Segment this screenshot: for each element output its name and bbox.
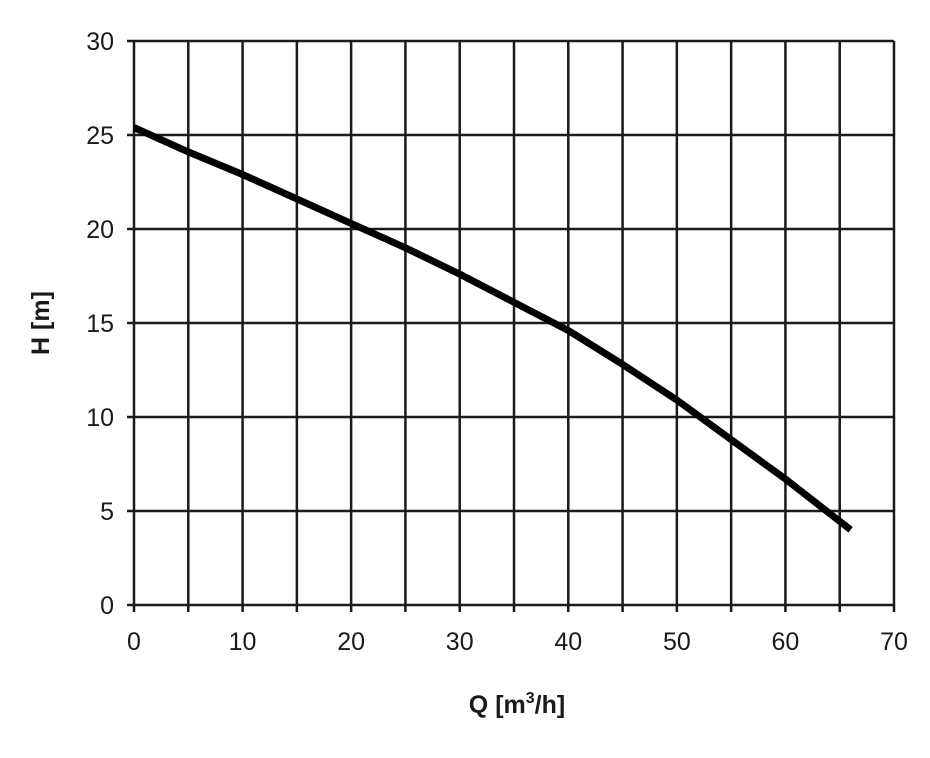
x-tick-label: 0 (127, 628, 141, 656)
x-tick-label: 30 (446, 628, 474, 656)
y-tick-label: 15 (86, 310, 114, 338)
series-layer (132, 124, 853, 533)
y-tick-label: 0 (100, 592, 114, 620)
grid (127, 39, 896, 612)
x-tick-label: 10 (229, 628, 257, 656)
x-tick-label: 20 (337, 628, 365, 656)
y-tick-label: 30 (86, 28, 114, 56)
tick-labels: 0 10 20 30 40 50 60 70 0 5 10 15 20 25 30 (86, 28, 908, 656)
x-axis-label: Q [m3/h] (469, 690, 565, 719)
x-tick-label: 60 (772, 628, 800, 656)
y-tick-label: 10 (86, 404, 114, 432)
x-tick-label: 70 (880, 628, 908, 656)
y-axis-label: H [m] (27, 291, 55, 355)
y-tick-label: 5 (100, 498, 114, 526)
x-tick-label: 40 (554, 628, 582, 656)
y-tick-label: 25 (86, 122, 114, 150)
series-line (132, 124, 853, 533)
x-tick-label: 50 (663, 628, 691, 656)
y-tick-label: 20 (86, 216, 114, 244)
